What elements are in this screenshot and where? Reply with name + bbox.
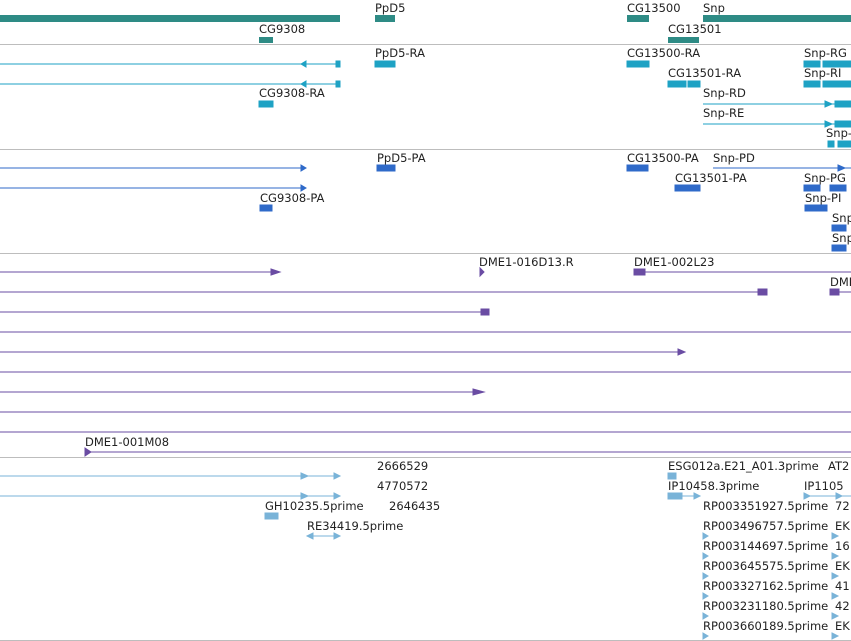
gene-label[interactable]: CG13500 (627, 1, 681, 15)
transcript-label[interactable]: Snp-RE (703, 106, 745, 120)
track-separator (0, 457, 851, 458)
est-track-features[interactable] (0, 458, 851, 641)
transcript-label[interactable]: Snp-RI (804, 66, 842, 80)
protein-track[interactable]: PpD5-PA CG13500-PA Snp-PD CG13501-PA Snp… (0, 150, 851, 253)
gene-label[interactable]: Snp (703, 1, 725, 15)
protein-label[interactable]: Snp (832, 211, 851, 225)
est-label[interactable]: IP10458.3prime (668, 479, 760, 493)
protein-label[interactable]: CG13500-PA (627, 151, 699, 165)
est-label[interactable]: RP003327162.5prime (703, 579, 829, 593)
gene-label[interactable]: CG9308 (259, 22, 306, 36)
protein-label[interactable]: Snp-PG (804, 171, 846, 185)
est-label[interactable]: RE34419.5prime (307, 519, 404, 533)
protein-track-features[interactable] (0, 150, 851, 253)
transcript-label[interactable]: CG13501-RA (668, 66, 742, 80)
protein-label[interactable]: Snp-PD (713, 151, 755, 165)
transcript-label[interactable]: PpD5-RA (375, 46, 425, 60)
clone-track[interactable]: DME1-016D13.R DME1-002L23 DME DME1-001M0… (0, 254, 851, 457)
protein-label[interactable]: Snp (832, 231, 851, 245)
est-label[interactable]: 2646435 (389, 499, 441, 513)
gene-label[interactable]: PpD5 (375, 1, 406, 15)
est-label[interactable]: 72 (835, 499, 850, 513)
est-label[interactable]: RP003231180.5prime (703, 599, 829, 613)
clone-label[interactable]: DME (830, 275, 851, 289)
gene-feature-cg13500[interactable] (627, 15, 649, 22)
est-label[interactable]: 42 (835, 599, 850, 613)
protein-label[interactable]: PpD5-PA (377, 151, 426, 165)
transcript-label[interactable]: CG9308-RA (259, 86, 325, 100)
track-separator (0, 149, 851, 150)
gene-feature-cg13501[interactable] (668, 37, 699, 43)
protein-label[interactable]: CG13501-PA (675, 171, 747, 185)
est-label[interactable]: RP003645575.5prime (703, 559, 829, 573)
est-label[interactable]: 16 (835, 539, 850, 553)
gene-track-features[interactable] (0, 0, 851, 44)
protein-label[interactable]: CG9308-PA (260, 191, 325, 205)
est-label[interactable]: RP003660189.5prime (703, 619, 829, 633)
clone-label[interactable]: DME1-001M08 (85, 435, 170, 449)
gene-feature-cg9308[interactable] (259, 37, 273, 43)
transcript-label[interactable]: CG13500-RA (627, 46, 701, 60)
gene-label[interactable]: CG13501 (668, 22, 722, 36)
est-label[interactable]: 4770572 (377, 479, 429, 493)
track-separator (0, 44, 851, 45)
track-separator (0, 253, 851, 254)
est-label[interactable]: RP003351927.5prime (703, 499, 829, 513)
transcript-label[interactable]: Snp- (826, 126, 851, 140)
est-label[interactable]: ESG012a.E21_A01.3prime (668, 459, 819, 473)
est-label[interactable]: EK (835, 519, 850, 533)
est-label[interactable]: RP003144697.5prime (703, 539, 829, 553)
gene-track[interactable]: PpD5 CG13500 Snp CG9308 CG13501 (0, 0, 851, 44)
est-label[interactable]: 2666529 (377, 459, 429, 473)
est-label[interactable]: IP1105 (804, 479, 844, 493)
est-label[interactable]: RP003496757.5prime (703, 519, 829, 533)
transcript-track[interactable]: PpD5-RA CG13500-RA Snp-RG CG13501-RA Snp… (0, 45, 851, 149)
protein-label[interactable]: Snp-PI (805, 191, 842, 205)
est-label[interactable]: 41 (835, 579, 850, 593)
gene-feature[interactable] (0, 15, 340, 22)
gene-feature-pp5[interactable] (375, 15, 395, 22)
clone-label[interactable]: DME1-016D13.R (479, 255, 574, 269)
clone-label[interactable]: DME1-002L23 (634, 255, 715, 269)
est-track[interactable]: 2666529 ESG012a.E21_A01.3prime AT2 47705… (0, 458, 851, 641)
est-label[interactable]: EK (835, 619, 850, 633)
est-label[interactable]: EK (835, 559, 850, 573)
est-label[interactable]: GH10235.5prime (265, 499, 364, 513)
gene-feature-snp[interactable] (703, 15, 851, 22)
transcript-label[interactable]: Snp-RG (804, 46, 847, 60)
transcript-track-features[interactable] (0, 45, 851, 149)
transcript-label[interactable]: Snp-RD (703, 86, 746, 100)
est-label[interactable]: AT2 (828, 459, 850, 473)
clone-track-features[interactable] (0, 254, 851, 457)
